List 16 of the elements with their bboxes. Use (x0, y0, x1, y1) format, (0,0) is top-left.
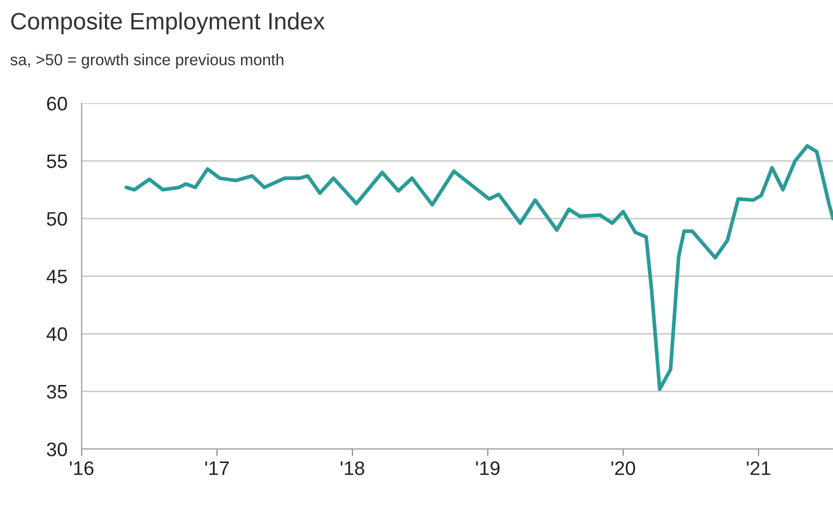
y-tick-label: 30 (46, 442, 67, 456)
line-series (124, 144, 833, 391)
x-tick-label: '18 (340, 461, 364, 476)
x-tick-label: '19 (476, 461, 500, 476)
chart-subtitle: sa, >50 = growth since previous month (10, 54, 284, 69)
y-tick-label: 45 (46, 270, 67, 284)
chart-title: Composite Employment Index (11, 12, 325, 34)
x-tick-label: '20 (611, 461, 636, 476)
x-tick-label: '17 (205, 462, 229, 475)
y-tick-label: 40 (46, 327, 67, 342)
x-tick-label: '21 (746, 461, 770, 475)
y-tick-label: 55 (46, 154, 67, 168)
x-tick-label: '16 (70, 461, 94, 476)
y-tick-label: 60 (47, 96, 67, 111)
y-tick-label: 35 (46, 384, 67, 399)
y-tick-label: 50 (46, 212, 67, 226)
